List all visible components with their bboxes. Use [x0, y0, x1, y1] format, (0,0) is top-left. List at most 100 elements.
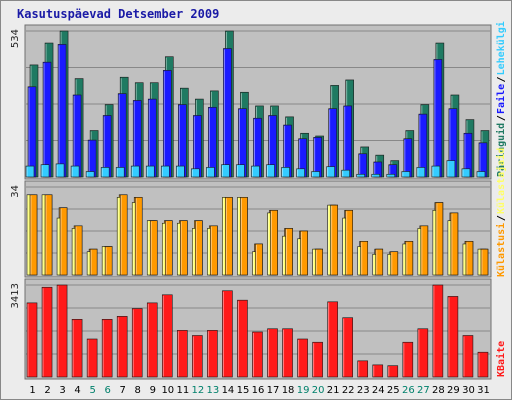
- day-label-15: 15: [237, 385, 250, 396]
- bar-pages-30: [461, 168, 471, 178]
- bar-kbytes-27: [417, 328, 429, 378]
- legend-entry: Faile: [495, 84, 507, 114]
- bar-pages-28: [431, 165, 441, 178]
- legend-entry: Päringuid: [495, 123, 507, 177]
- legend-requests: Päringuid/Faile/Lehekülgi: [495, 21, 507, 177]
- day-label-25: 25: [387, 385, 400, 396]
- bar-pages-25: [386, 173, 396, 178]
- bar-visits-front-6: [104, 246, 113, 276]
- day-label-20: 20: [312, 385, 325, 396]
- bar-kbytes-1: [26, 302, 38, 378]
- bar-kbytes-9: [146, 302, 158, 378]
- bar-visits-front-27: [420, 225, 429, 276]
- legend-visitors: Külastusi /Külastajaid: [495, 148, 507, 277]
- bar-pages-26: [401, 171, 411, 178]
- bar-pages-22: [341, 169, 350, 178]
- bar-files-28: [433, 59, 443, 178]
- day-label-1: 1: [29, 385, 35, 396]
- bar-pages-12: [191, 168, 200, 178]
- day-label-2: 2: [44, 385, 50, 396]
- bar-pages-18: [281, 167, 290, 178]
- day-label-21: 21: [327, 385, 340, 396]
- bar-files-7: [117, 93, 127, 178]
- bar-kbytes-31: [477, 351, 489, 378]
- axis-max-label-requests: 534: [10, 29, 21, 48]
- day-label-24: 24: [372, 385, 385, 396]
- day-label-8: 8: [135, 385, 141, 396]
- bar-visits-front-15: [240, 197, 248, 276]
- bar-kbytes-20: [312, 341, 323, 378]
- bar-files-20: [313, 137, 322, 178]
- chart-title: Kasutuspäevad Detsember 2009: [17, 7, 219, 21]
- day-label-23: 23: [357, 385, 370, 396]
- day-label-3: 3: [59, 385, 65, 396]
- day-label-13: 13: [207, 385, 220, 396]
- legend-entry: /: [496, 215, 507, 221]
- bar-kbytes-18: [282, 328, 293, 378]
- day-label-16: 16: [252, 385, 265, 396]
- bar-visits-front-20: [315, 248, 323, 276]
- day-label-10: 10: [161, 385, 174, 396]
- bar-pages-3: [55, 163, 65, 178]
- bar-kbytes-14: [222, 290, 233, 378]
- day-label-11: 11: [176, 385, 189, 396]
- bar-files-9: [147, 98, 157, 178]
- legend-entry: /: [496, 115, 507, 121]
- bar-pages-27: [416, 167, 426, 178]
- bar-files-3: [57, 44, 67, 178]
- bar-kbytes-10: [161, 294, 173, 378]
- bar-pages-17: [266, 164, 275, 178]
- bar-kbytes-23: [357, 360, 369, 378]
- bar-files-23: [358, 153, 368, 178]
- bar-visits-front-8: [134, 197, 143, 276]
- bar-files-2: [42, 61, 52, 178]
- panel-traffic: 3413: [10, 278, 492, 380]
- bar-kbytes-24: [372, 364, 384, 378]
- bar-pages-21: [326, 166, 335, 178]
- bar-pages-5: [85, 171, 95, 178]
- bar-kbytes-7: [116, 316, 128, 378]
- bar-visits-front-21: [330, 204, 338, 276]
- bar-kbytes-11: [177, 330, 188, 378]
- bar-visits-front-7: [119, 194, 128, 276]
- bar-pages-20: [311, 171, 320, 178]
- bar-pages-29: [446, 160, 456, 178]
- day-label-31: 31: [477, 385, 490, 396]
- bar-visits-front-17: [270, 209, 278, 276]
- bar-kbytes-15: [237, 299, 248, 378]
- bar-kbytes-16: [252, 331, 263, 378]
- day-label-26: 26: [402, 385, 415, 396]
- day-label-27: 27: [417, 385, 430, 396]
- axis-max-label-traffic: 3413: [10, 283, 21, 308]
- legend-entry: Lehekülgi: [495, 21, 507, 75]
- bar-kbytes-29: [447, 296, 459, 378]
- day-label-5: 5: [89, 385, 95, 396]
- bar-pages-10: [160, 165, 170, 178]
- bar-pages-2: [40, 164, 50, 178]
- bar-kbytes-30: [462, 335, 474, 378]
- bar-kbytes-5: [86, 338, 98, 378]
- bar-files-12: [193, 115, 202, 178]
- day-label-29: 29: [447, 385, 460, 396]
- bar-visits-front-12: [195, 220, 203, 276]
- bar-files-14: [223, 48, 232, 178]
- bar-visits-front-16: [255, 243, 263, 276]
- day-label-30: 30: [462, 385, 475, 396]
- bar-files-10: [162, 70, 172, 178]
- day-label-6: 6: [104, 385, 110, 396]
- day-label-17: 17: [267, 385, 280, 396]
- bar-pages-19: [296, 168, 305, 178]
- bar-pages-8: [130, 165, 140, 178]
- bar-visits-front-14: [225, 197, 233, 276]
- bar-files-22: [343, 105, 352, 178]
- bar-visits-front-10: [164, 220, 173, 276]
- bar-visits-front-11: [180, 220, 188, 276]
- bar-pages-4: [70, 165, 80, 178]
- day-label-28: 28: [432, 385, 445, 396]
- bar-visits-front-3: [59, 207, 68, 276]
- bar-visits-front-5: [89, 248, 98, 276]
- bar-pages-6: [100, 167, 110, 178]
- panel-visitors: 34: [10, 180, 492, 278]
